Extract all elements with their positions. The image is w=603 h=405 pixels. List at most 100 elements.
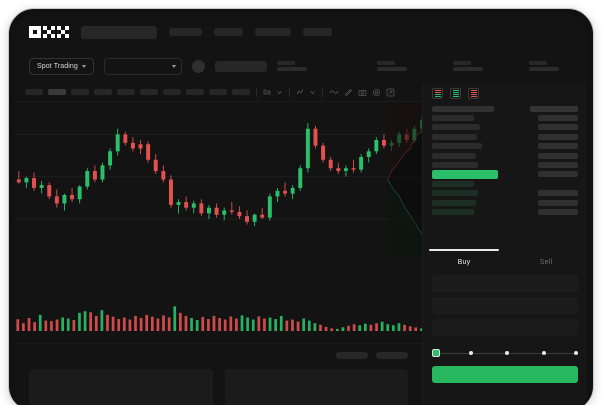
bottom-actions (336, 352, 408, 359)
stat-value (528, 67, 559, 71)
order-book-amount (538, 171, 578, 178)
line-tool-icon[interactable] (329, 88, 339, 96)
camera-icon[interactable] (358, 88, 367, 97)
coin-avatar (191, 59, 205, 73)
trading-pair-select[interactable] (103, 57, 182, 75)
pencil-icon[interactable] (344, 88, 353, 97)
market-stat-2 (376, 61, 407, 71)
order-book-price (432, 133, 477, 140)
tab-buy[interactable]: Buy (423, 249, 505, 273)
order-book-amount (538, 208, 578, 215)
chevron-down-icon (171, 64, 176, 68)
timeframe-chip-5[interactable] (117, 89, 135, 95)
order-book-row[interactable] (432, 169, 578, 179)
bottom-action-2[interactable] (376, 352, 408, 359)
order-book-row[interactable] (432, 132, 578, 141)
order-book-amount (538, 115, 578, 122)
toolbar-divider (322, 87, 323, 97)
order-book-row[interactable] (432, 189, 578, 198)
bottom-tab-bar (15, 343, 422, 367)
order-book-rows[interactable] (423, 104, 587, 249)
market-stat-3 (452, 61, 483, 71)
order-book-row[interactable] (432, 142, 578, 151)
bottom-panels (15, 369, 422, 405)
settings-icon[interactable] (372, 88, 381, 97)
search-input[interactable] (81, 25, 157, 39)
slider-stop-100[interactable] (574, 351, 578, 355)
chevron-down-icon (81, 64, 86, 68)
market-stat-1 (276, 61, 307, 71)
order-book-price (432, 115, 474, 122)
market-type-label: Spot Trading (37, 62, 78, 70)
chart-toolbar (15, 83, 422, 102)
orderbook-sell-icon[interactable] (468, 88, 479, 99)
order-book-amount (538, 199, 578, 206)
timeframe-chip-6[interactable] (140, 89, 158, 95)
order-book-price (432, 152, 476, 159)
timeframe-chip-2[interactable] (48, 89, 66, 95)
slider-stop-50[interactable] (505, 351, 509, 355)
orderbook-buy-icon[interactable] (450, 88, 461, 99)
candlestick-icon[interactable] (263, 88, 271, 96)
order-book-row[interactable] (432, 160, 578, 169)
order-book-price (432, 162, 478, 169)
timeframe-chip-10[interactable] (232, 89, 250, 95)
slider-handle[interactable] (432, 349, 440, 357)
buy-sell-tabs: Buy Sell (423, 249, 587, 273)
bottom-action-1[interactable] (336, 352, 368, 359)
order-book-amount (538, 162, 578, 169)
order-book-price (432, 180, 474, 187)
nav-item-3[interactable] (255, 28, 291, 36)
timeframe-chip-3[interactable] (71, 89, 89, 95)
candlestick-chart[interactable] (15, 102, 422, 293)
amount-field[interactable] (432, 297, 578, 314)
timeframe-chip-8[interactable] (186, 89, 204, 95)
chevron-down-icon[interactable] (276, 89, 283, 96)
price-field[interactable] (432, 275, 578, 292)
bottom-panel-left[interactable] (29, 369, 213, 405)
timeframe-chip-4[interactable] (94, 89, 112, 95)
okx-logo-icon[interactable] (29, 26, 69, 39)
market-type-dropdown[interactable]: Spot Trading (29, 57, 94, 75)
order-book-amount (538, 133, 578, 140)
stat-label (276, 61, 295, 65)
timeframe-chip-7[interactable] (163, 89, 181, 95)
order-book-price (432, 124, 480, 131)
order-book-row[interactable] (432, 179, 578, 188)
order-book-amount (538, 190, 578, 197)
order-book-row[interactable] (432, 207, 578, 216)
chevron-down-icon[interactable] (309, 89, 316, 96)
order-book-row[interactable] (432, 104, 578, 113)
bottom-panel-right[interactable] (224, 369, 408, 405)
amount-slider[interactable] (432, 348, 578, 358)
order-book-price (432, 208, 474, 215)
order-book-amount (538, 124, 578, 131)
fullscreen-icon[interactable] (386, 88, 395, 97)
orderbook-both-icon[interactable] (432, 88, 443, 99)
timeframe-chip-1[interactable] (25, 89, 43, 95)
slider-stop-25[interactable] (468, 351, 473, 355)
total-field[interactable] (432, 319, 578, 336)
stat-value (276, 67, 307, 71)
submit-buy-button[interactable] (432, 366, 578, 383)
nav-item-2[interactable] (214, 28, 243, 36)
candlestick-svg (15, 102, 422, 257)
volume-svg (16, 306, 422, 331)
order-book-row[interactable] (432, 123, 578, 132)
orderbook-view-switcher (423, 83, 587, 104)
order-book-row[interactable] (432, 113, 578, 122)
order-book-amount (538, 152, 578, 159)
nav-item-1[interactable] (169, 28, 202, 36)
nav-item-4[interactable] (303, 28, 332, 36)
order-book-amount (538, 143, 578, 150)
tab-sell[interactable]: Sell (539, 258, 553, 266)
timeframe-chip-9[interactable] (209, 89, 227, 95)
order-book-row[interactable] (432, 198, 578, 207)
indicator-icon[interactable] (296, 88, 304, 96)
slider-stop-75[interactable] (541, 351, 546, 355)
order-book-row[interactable] (432, 151, 578, 160)
volume-chart[interactable] (15, 295, 422, 343)
order-form-fields (432, 275, 578, 341)
stat-label (528, 61, 547, 65)
